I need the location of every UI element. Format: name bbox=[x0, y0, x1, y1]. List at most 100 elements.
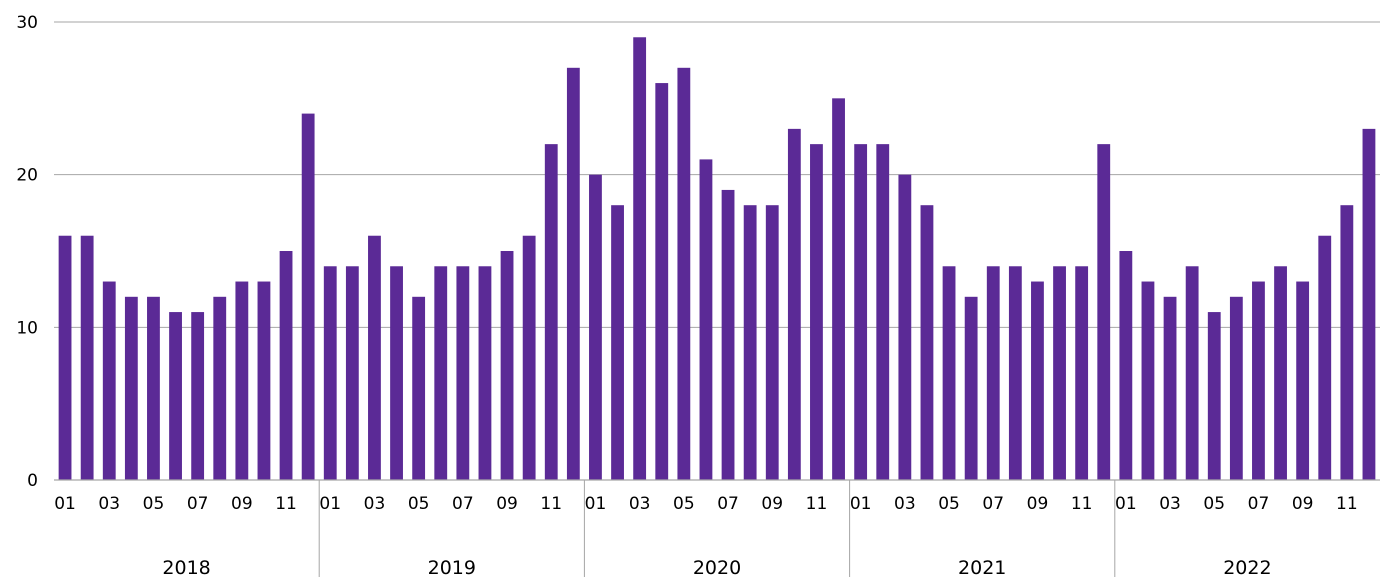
x-tick-label: 07 bbox=[717, 494, 739, 514]
x-tick-label: 09 bbox=[231, 494, 253, 514]
bar bbox=[434, 266, 448, 480]
x-tick-label: 05 bbox=[938, 494, 960, 514]
bar bbox=[323, 266, 337, 480]
bar bbox=[589, 174, 602, 481]
bar bbox=[1229, 296, 1243, 480]
x-tick-label: 11 bbox=[1071, 494, 1093, 514]
bar bbox=[1053, 266, 1066, 480]
x-axis-tick-labels: 01 03 05 07 09 11 01 03 05 07 09 11 01 03 05 07 09 11 01 03… bbox=[54, 494, 1357, 514]
bar bbox=[1318, 235, 1332, 480]
bar bbox=[765, 205, 779, 480]
x-tick-label: 01 bbox=[850, 494, 872, 514]
y-axis-tick-labels: 0 10 20 30 bbox=[16, 13, 38, 491]
x-tick-label: 09 bbox=[1292, 494, 1314, 514]
bar bbox=[1097, 144, 1111, 480]
bar bbox=[1252, 281, 1265, 480]
x-tick-label: 01 bbox=[1115, 494, 1137, 514]
bar bbox=[390, 266, 403, 480]
bar bbox=[1163, 296, 1177, 480]
bar bbox=[169, 312, 182, 480]
bar bbox=[80, 235, 94, 480]
bar bbox=[566, 67, 580, 481]
bar bbox=[942, 266, 956, 480]
bar bbox=[213, 296, 227, 480]
x-tick-label: 05 bbox=[673, 494, 695, 514]
bar bbox=[544, 144, 558, 480]
bar bbox=[235, 281, 249, 480]
gridlines bbox=[54, 21, 1380, 328]
x-tick-label: 11 bbox=[540, 494, 562, 514]
x-tick-label: 05 bbox=[408, 494, 430, 514]
x-tick-label: 11 bbox=[1336, 494, 1358, 514]
bar bbox=[500, 251, 514, 480]
x-tick-label: 05 bbox=[143, 494, 165, 514]
bar bbox=[810, 144, 823, 480]
bar bbox=[58, 235, 72, 480]
bar bbox=[1185, 266, 1199, 480]
bar bbox=[986, 266, 1000, 480]
year-label: 2018 bbox=[162, 557, 210, 577]
bar bbox=[1207, 312, 1221, 480]
y-tick-label: 10 bbox=[16, 318, 38, 338]
bar bbox=[854, 144, 868, 480]
bar bbox=[147, 296, 160, 480]
bar bbox=[832, 98, 845, 480]
bar bbox=[898, 174, 912, 481]
x-tick-label: 11 bbox=[806, 494, 828, 514]
x-tick-label: 09 bbox=[1027, 494, 1049, 514]
bar bbox=[699, 159, 713, 480]
year-group-labels: 2018 2019 2020 2021 2022 bbox=[162, 557, 1271, 577]
bar bbox=[1119, 251, 1133, 480]
x-tick-label: 07 bbox=[452, 494, 474, 514]
x-tick-label: 07 bbox=[982, 494, 1004, 514]
year-label: 2020 bbox=[693, 557, 741, 577]
x-tick-label: 01 bbox=[54, 494, 76, 514]
bar bbox=[964, 296, 978, 480]
bar bbox=[522, 235, 536, 480]
bar bbox=[301, 113, 315, 480]
bar bbox=[1296, 281, 1310, 480]
bar bbox=[124, 296, 138, 480]
bar bbox=[677, 67, 691, 481]
x-tick-label: 03 bbox=[629, 494, 651, 514]
bar bbox=[412, 296, 426, 480]
bar bbox=[655, 83, 669, 480]
x-tick-label: 03 bbox=[98, 494, 120, 514]
year-label: 2022 bbox=[1223, 557, 1271, 577]
x-tick-label: 03 bbox=[1159, 494, 1181, 514]
year-label: 2019 bbox=[428, 557, 476, 577]
bar bbox=[743, 205, 757, 480]
x-tick-label: 09 bbox=[761, 494, 783, 514]
bar bbox=[478, 266, 492, 480]
bar bbox=[279, 251, 293, 480]
x-tick-label: 05 bbox=[1203, 494, 1225, 514]
x-tick-label: 07 bbox=[187, 494, 209, 514]
bar bbox=[191, 312, 205, 480]
y-tick-label: 30 bbox=[16, 13, 38, 33]
y-tick-label: 0 bbox=[27, 471, 38, 491]
bar bbox=[1362, 128, 1376, 480]
bar bbox=[1075, 266, 1089, 480]
bars bbox=[58, 37, 1376, 481]
bar bbox=[787, 128, 801, 480]
bar bbox=[1008, 266, 1022, 480]
x-axis bbox=[54, 479, 1380, 577]
x-tick-label: 07 bbox=[1248, 494, 1270, 514]
bar bbox=[368, 235, 381, 480]
bar bbox=[257, 281, 271, 480]
bar bbox=[876, 144, 890, 480]
bar bbox=[456, 266, 470, 480]
x-tick-label: 01 bbox=[319, 494, 341, 514]
x-tick-label: 03 bbox=[894, 494, 916, 514]
bar bbox=[345, 266, 359, 480]
bar bbox=[1141, 281, 1155, 480]
year-label: 2021 bbox=[958, 557, 1006, 577]
bar bbox=[920, 205, 934, 480]
y-tick-label: 20 bbox=[16, 166, 38, 186]
bar bbox=[102, 281, 116, 480]
bar bbox=[1340, 205, 1354, 480]
x-tick-label: 09 bbox=[496, 494, 518, 514]
bar bbox=[1031, 281, 1044, 480]
